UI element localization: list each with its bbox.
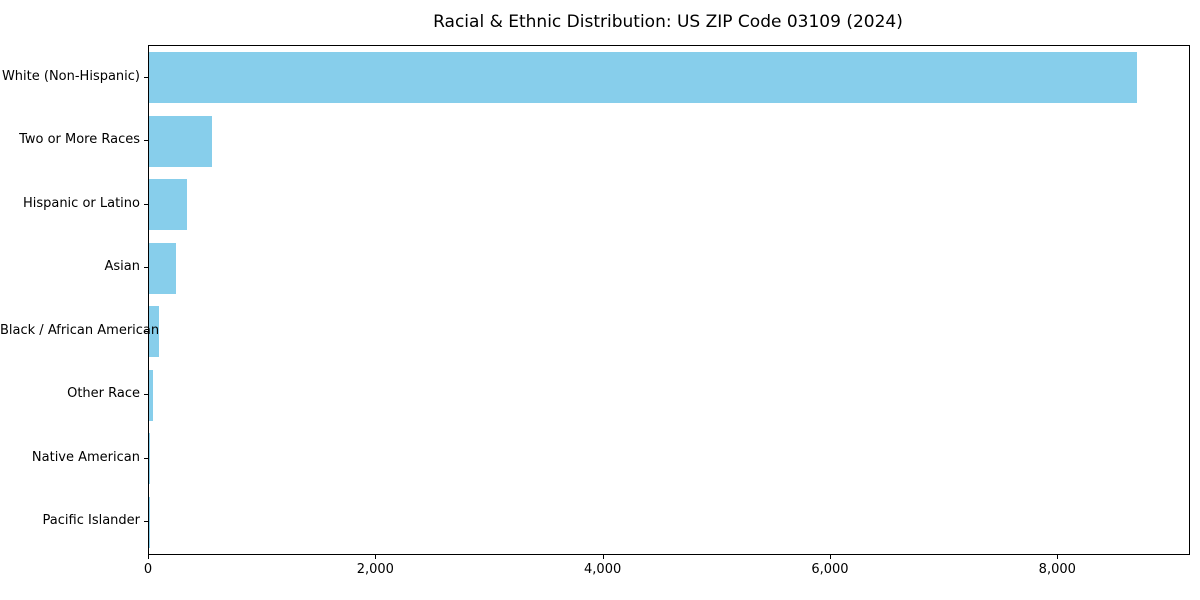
y-tick-label: Hispanic or Latino xyxy=(22,195,140,211)
x-tick-label: 8,000 xyxy=(1038,562,1076,577)
x-tick-label: 4,000 xyxy=(584,562,622,577)
y-tick-mark xyxy=(144,203,148,205)
y-tick-mark xyxy=(144,267,148,269)
x-tick-label: 6,000 xyxy=(811,562,849,577)
x-tick-label: 2,000 xyxy=(356,562,394,577)
bar xyxy=(149,52,1137,104)
x-tick-mark xyxy=(375,555,377,559)
bar xyxy=(149,306,160,358)
y-tick-label: Two or More Races xyxy=(19,132,140,148)
y-tick-mark xyxy=(144,330,148,332)
chart-title: Racial & Ethnic Distribution: US ZIP Cod… xyxy=(433,12,903,32)
x-tick-mark xyxy=(1057,555,1059,559)
x-tick-label: 0 xyxy=(143,562,153,577)
x-tick-mark xyxy=(829,555,831,559)
bar xyxy=(149,369,153,421)
bar xyxy=(149,433,151,485)
plot-area xyxy=(148,45,1190,555)
x-tick-mark xyxy=(148,555,149,559)
y-tick-label: Pacific Islander xyxy=(42,513,140,529)
x-tick-mark xyxy=(602,555,604,559)
y-tick-label: Asian xyxy=(104,259,140,275)
y-tick-mark xyxy=(144,76,148,78)
bar xyxy=(149,242,177,294)
bar xyxy=(149,179,188,231)
y-tick-mark xyxy=(144,140,148,142)
y-tick-mark xyxy=(144,394,148,396)
y-tick-label: White (Non-Hispanic) xyxy=(1,68,140,84)
y-tick-mark xyxy=(144,521,148,523)
y-tick-label: Other Race xyxy=(67,386,140,402)
y-tick-label: Black / African American xyxy=(0,322,160,338)
y-tick-label: Native American xyxy=(31,449,140,465)
y-tick-mark xyxy=(144,457,148,459)
bar xyxy=(149,115,213,167)
